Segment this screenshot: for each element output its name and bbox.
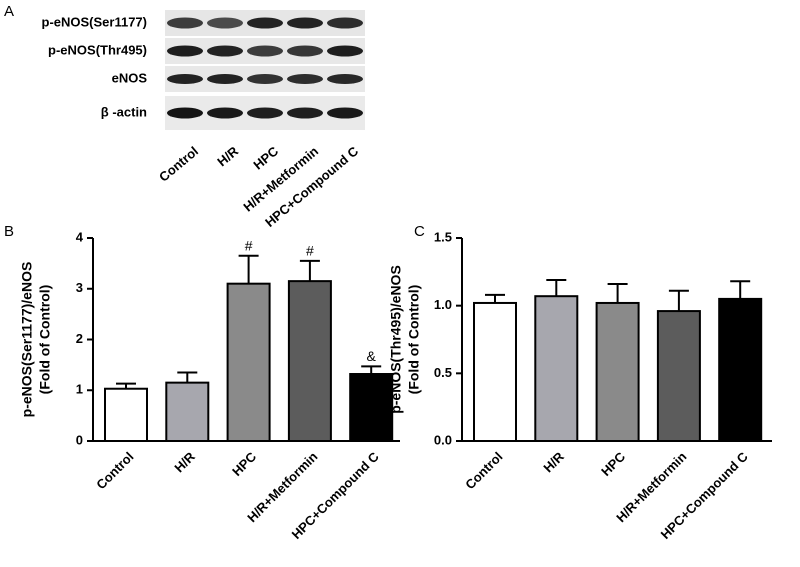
y-tick-label: 1 — [76, 382, 83, 397]
x-tick-label: HPC — [598, 449, 628, 479]
blot-band — [247, 45, 283, 57]
x-tick-label: Control — [462, 449, 505, 492]
bar — [534, 295, 579, 442]
y-tick-label: 0 — [76, 432, 83, 447]
bar — [287, 280, 332, 443]
blot-band — [247, 74, 283, 84]
bar — [104, 387, 148, 443]
x-tick-label: H/R — [540, 449, 567, 476]
blot-row-label: β -actin — [101, 104, 147, 119]
y-axis-label: (Fold of Control) — [37, 285, 53, 395]
blot-band — [327, 107, 363, 119]
bar — [656, 310, 701, 442]
blot-band — [247, 17, 283, 29]
blot-band — [327, 74, 363, 84]
y-axis-label: (Fold of Control) — [406, 285, 422, 395]
blot-band — [167, 45, 203, 57]
bar — [718, 297, 763, 442]
blot-band — [287, 107, 323, 119]
y-tick-label: 1.5 — [434, 229, 452, 244]
blot-band — [207, 107, 243, 119]
blot-band — [207, 17, 243, 29]
blot-band — [287, 45, 323, 57]
blot-band — [287, 74, 323, 84]
y-axis-label: p-eNOS(Thr495)/eNOS — [388, 265, 404, 414]
y-tick-label: 3 — [76, 280, 83, 295]
y-tick-label: 1.0 — [434, 297, 452, 312]
blot-band — [167, 107, 203, 119]
annotation: # — [306, 243, 314, 259]
blot-row-label: eNOS — [112, 70, 148, 85]
y-tick-label: 0.0 — [434, 432, 452, 447]
panel-letter: A — [4, 3, 14, 20]
blot-band — [327, 17, 363, 29]
panel-letter: B — [4, 223, 14, 240]
blot-lane-label: HPC — [250, 143, 281, 173]
y-axis-label: p-eNOS(Ser1177)/eNOS — [19, 262, 35, 418]
annotation: & — [367, 348, 377, 364]
bar — [226, 282, 271, 442]
blot-band — [247, 107, 283, 119]
panel-letter: C — [414, 223, 425, 240]
blot-row-label: p-eNOS(Thr495) — [48, 42, 147, 57]
bar — [473, 301, 517, 442]
blot-lane-label: Control — [156, 143, 201, 184]
bar — [165, 381, 210, 443]
blot-band — [207, 45, 243, 57]
x-tick-label: H/R — [171, 449, 198, 476]
bar — [349, 373, 394, 443]
blot-band — [167, 74, 203, 84]
blot-band — [207, 74, 243, 84]
blot-lane-label: H/R — [214, 143, 241, 169]
y-tick-label: 0.5 — [434, 365, 452, 380]
x-tick-label: HPC — [229, 449, 259, 479]
blot-row-label: p-eNOS(Ser1177) — [42, 14, 148, 29]
y-tick-label: 2 — [76, 331, 83, 346]
x-tick-label: Control — [93, 449, 136, 492]
bar — [595, 301, 640, 442]
blot-band — [287, 17, 323, 29]
blot-band — [327, 45, 363, 57]
y-tick-label: 4 — [76, 229, 84, 244]
blot-band — [167, 17, 203, 29]
annotation: # — [245, 237, 253, 253]
